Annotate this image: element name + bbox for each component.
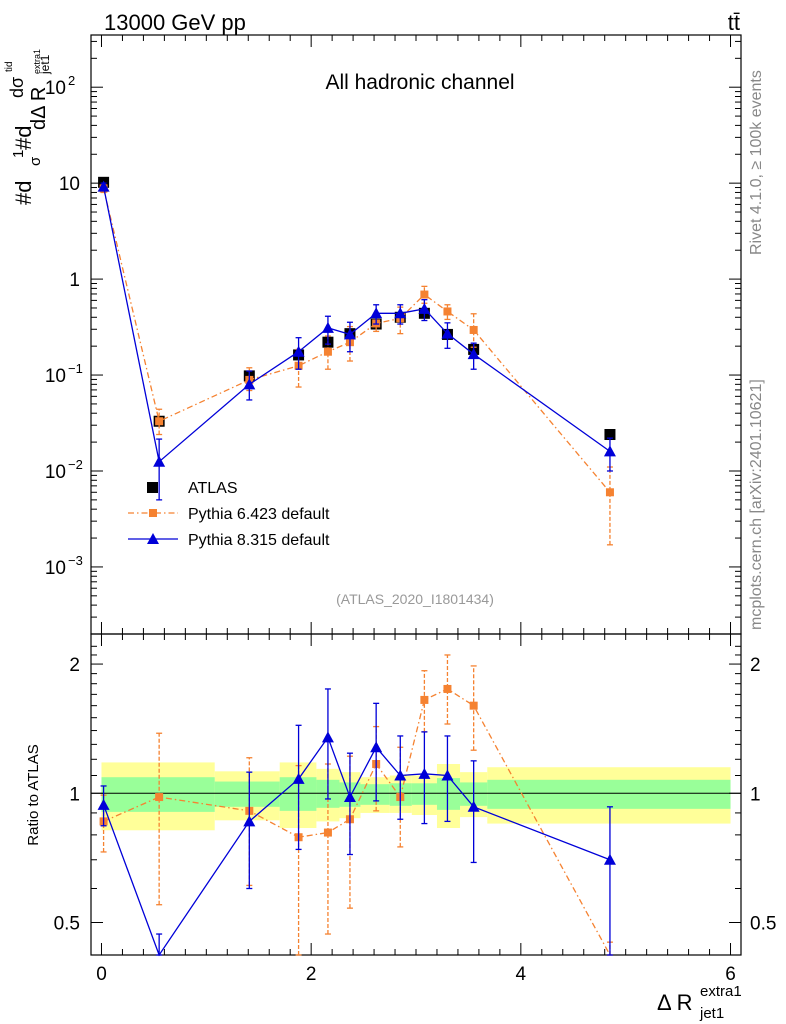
ratio-band-inner: [487, 779, 731, 809]
main-point-pythia8: [292, 345, 305, 357]
main-y-axis-label: #d 1 σ #d dσ tid dΔ R jet1 extra1: [4, 49, 52, 205]
ratio-point-pythia6: [469, 701, 478, 710]
main-y-tick-label: 10: [59, 174, 80, 195]
ratio-point-pythia8: [370, 741, 383, 753]
rivet-version-label: Rivet 4.1.0, ≥ 100k events: [748, 70, 765, 255]
ratio-point-pythia6: [323, 828, 332, 837]
process-label: tt̄: [728, 10, 740, 35]
main-y-tick-label-exp: −3: [68, 553, 83, 568]
ratio-line-pythia8: [102, 735, 611, 957]
main-point-pythia8: [603, 445, 616, 457]
ratio-band-inner: [360, 784, 390, 805]
ratio-point-pythia8: [441, 769, 454, 781]
legend-atlas-label: ATLAS: [188, 480, 238, 497]
main-y-tick-label: 10: [45, 558, 66, 579]
main-point-pythia8: [418, 302, 431, 314]
ratio-x-tick-label: 0: [96, 964, 107, 985]
ylabel-part-d: #d: [11, 181, 36, 205]
main-point-pythia6: [605, 488, 614, 497]
ylabel-frac2-num-sup: tid: [4, 61, 15, 72]
main-y-tick-label-exp: −2: [68, 457, 83, 472]
ratio-point-pythia6: [443, 684, 452, 693]
ratio-line-pythia6: [103, 688, 611, 956]
ratio-y-tick-label-right: 0.5: [750, 913, 776, 934]
ratio-point-pythia8: [418, 767, 431, 779]
ratio-point-pythia8: [292, 772, 305, 784]
legend-pythia6-marker: [149, 509, 157, 517]
analysis-label: (ATLAS_2020_I1801434): [336, 591, 494, 607]
main-point-pythia6: [323, 347, 332, 356]
ratio-point-pythia8: [394, 769, 407, 781]
legend-pythia8-marker: [147, 533, 159, 544]
ratio-point-pythia8: [603, 853, 616, 865]
ratio-point-pythia6: [420, 695, 429, 704]
main-point-pythia6: [443, 307, 452, 316]
mcplots-label: mcplots.cern.ch [arXiv:2401.10621]: [748, 379, 765, 630]
ratio-point-pythia8: [343, 791, 356, 803]
legend-pythia8-label: Pythia 8.315 default: [188, 532, 330, 549]
xlabel-sup: extra1: [700, 983, 742, 1000]
x-axis-label: Δ R jet1 extra1: [657, 983, 742, 1022]
main-point-pythia8: [467, 348, 480, 360]
ylabel-frac2-num: dσ: [7, 77, 27, 98]
main-point-pythia8: [153, 455, 166, 467]
main-y-tick-label-exp: 2: [68, 73, 75, 88]
ratio-point-pythia8: [97, 798, 110, 810]
chart-title: All hadronic channel: [325, 71, 514, 94]
xlabel-sub: jet1: [699, 1005, 724, 1022]
ratio-y-tick-label-left: 1: [69, 784, 80, 805]
ylabel-frac2-den: dΔ R: [28, 87, 50, 130]
main-point-pythia6: [155, 417, 164, 426]
ratio-point-pythia8: [467, 800, 480, 812]
main-point-pythia8: [394, 307, 407, 319]
main-series-layer: [97, 176, 616, 546]
main-point-pythia8: [243, 378, 256, 390]
main-point-pythia8: [370, 307, 383, 319]
svg-text:#d: #d: [11, 181, 36, 205]
main-line-pythia8: [102, 186, 611, 463]
main-point-pythia6: [420, 290, 429, 299]
legend: ATLAS Pythia 6.423 default Pythia 8.315 …: [128, 480, 330, 549]
main-y-tick-label: 10: [45, 78, 66, 99]
main-point-pythia8: [321, 321, 334, 333]
ratio-y-axis-label: Ratio to ATLAS: [25, 744, 42, 845]
ratio-point-pythia8: [321, 731, 334, 743]
main-y-tick-label-exp: −1: [68, 361, 83, 376]
ylabel-frac2-den-sub: jet1: [38, 54, 52, 75]
main-line-pythia6: [102, 188, 611, 493]
ratio-band-inner: [436, 778, 461, 810]
ratio-y-tick-label-right: 2: [750, 655, 761, 676]
main-point-pythia6: [469, 325, 478, 334]
main-point-atlas: [604, 429, 616, 441]
ratio-y-tick-label-right: 1: [750, 784, 761, 805]
main-y-tick-label: 10: [45, 366, 66, 387]
ratio-series-layer: [97, 654, 616, 957]
main-point-pythia8: [97, 180, 110, 192]
main-y-tick-label: 10: [45, 462, 66, 483]
ylabel-frac1-den: σ: [27, 156, 44, 166]
legend-atlas-marker: [147, 482, 158, 493]
ylabel-part-d2: #d: [11, 126, 36, 150]
ratio-point-pythia6: [155, 793, 164, 802]
ylabel-frac1-num: 1: [10, 150, 27, 158]
ratio-x-tick-label: 6: [725, 964, 736, 985]
energy-label: 13000 GeV pp: [104, 10, 246, 35]
ratio-x-tick-label: 2: [306, 964, 317, 985]
ylabel-frac2-den-sup: extra1: [32, 49, 42, 74]
legend-pythia6-label: Pythia 6.423 default: [188, 506, 330, 523]
ratio-x-tick-label: 4: [516, 964, 527, 985]
main-point-pythia8: [441, 327, 454, 339]
ratio-band-inner: [214, 781, 280, 807]
ratio-y-tick-label-left: 2: [69, 655, 80, 676]
main-point-pythia8: [343, 328, 356, 340]
xlabel-main: Δ R: [657, 990, 692, 1015]
ratio-point-pythia8: [243, 815, 256, 827]
ratio-panel: 0.5 0.5 1 1 2 2 0 2 4 6: [54, 633, 776, 985]
main-y-tick-label: 1: [69, 270, 80, 291]
ratio-y-tick-label-left: 0.5: [54, 913, 80, 934]
